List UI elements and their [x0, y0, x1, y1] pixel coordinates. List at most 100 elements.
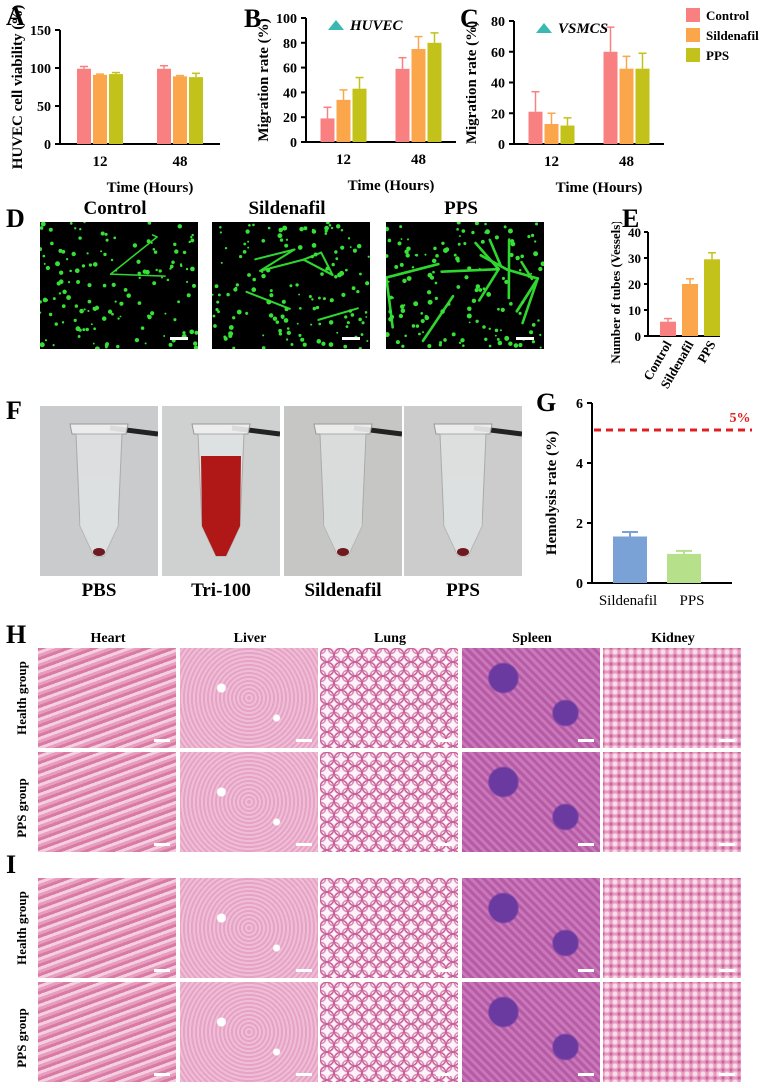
cell-dot [53, 297, 56, 300]
cell-dot [416, 324, 419, 327]
cell-dot [236, 283, 239, 286]
cell-dot [53, 344, 55, 346]
cell-dot [247, 273, 251, 277]
x-tick-label: 12 [336, 152, 351, 168]
histology-col-heart: Heart [38, 631, 178, 647]
tube-title-pps: PPS [386, 198, 536, 220]
scale-bar [719, 739, 735, 742]
cell-dot [190, 238, 194, 242]
cell-dot [500, 329, 502, 331]
cell-dot [531, 234, 534, 237]
cell-dot [243, 243, 246, 246]
cell-dot [70, 222, 73, 225]
row-label-h-health: Health group [14, 648, 30, 748]
y-tick-label: 100 [276, 12, 297, 27]
scale-bar [719, 969, 735, 972]
histology-image-heart [38, 752, 176, 852]
cell-dot [329, 320, 333, 324]
cell-dot [284, 244, 288, 248]
cell-dot [416, 254, 419, 257]
cell-dot [145, 342, 147, 344]
cell-dot [520, 255, 524, 259]
histology-image-spleen [462, 982, 600, 1082]
cell-dot [348, 309, 352, 313]
y-tick-label: 60 [283, 62, 297, 77]
cell-dot [464, 275, 468, 279]
cell-dot [82, 328, 85, 331]
cell-dot [528, 276, 530, 278]
legend-swatch-sildenafil [686, 28, 700, 42]
cell-dot [432, 271, 435, 274]
cell-dot [495, 267, 499, 271]
cell-dot [245, 312, 248, 315]
scale-bar [154, 1073, 170, 1076]
cell-dot [46, 266, 50, 270]
cell-dot [518, 312, 521, 315]
cell-dot [357, 244, 362, 249]
cell-dot [215, 284, 219, 288]
cell-dot [390, 315, 394, 319]
cell-dot [459, 235, 461, 237]
cell-dot [69, 270, 72, 273]
cell-dot [532, 323, 536, 327]
cell-dot [440, 309, 445, 314]
cell-dot [169, 343, 173, 347]
cell-dot [189, 329, 194, 334]
cell-dot [177, 300, 180, 303]
y-tick-label: 6 [576, 397, 583, 412]
cell-dot [50, 242, 54, 246]
scale-bar [154, 843, 170, 846]
cell-dot [309, 295, 312, 298]
tube-photo-sildenafil [284, 406, 402, 576]
scale-bar [154, 739, 170, 742]
cell-dot [287, 327, 290, 330]
cell-dot [310, 324, 312, 326]
y-axis-label: Migration rate (%) [466, 21, 480, 144]
cell-dot [239, 255, 242, 258]
cell-dot [116, 345, 119, 348]
cell-dot [412, 324, 416, 328]
cell-dot [484, 338, 487, 341]
cell-dot [298, 245, 303, 250]
panel-label-h: H [6, 622, 26, 648]
cell-dot [330, 298, 334, 302]
cell-dot [277, 233, 282, 238]
histology-image-heart [38, 648, 176, 748]
cell-dot [216, 301, 219, 304]
cell-dot [87, 310, 89, 312]
bar-sildenafil-12 [337, 100, 351, 142]
cell-dot [535, 222, 538, 225]
x-tick-label: 12 [93, 154, 108, 170]
cell-dot [75, 304, 78, 307]
y-tick-label: 40 [491, 77, 505, 92]
cell-dot [93, 262, 98, 267]
cell-dot [59, 292, 61, 294]
y-tick-label: 0 [635, 329, 642, 344]
cell-dot [159, 269, 162, 272]
cell-dot [247, 241, 249, 243]
cell-dot [111, 259, 113, 261]
cell-dot [510, 239, 514, 243]
cell-dot [152, 281, 156, 285]
cell-dot [105, 233, 108, 236]
y-tick-label: 2 [576, 517, 583, 532]
cell-dot [213, 324, 217, 328]
cell-dot [243, 250, 247, 254]
cell-dot [483, 287, 486, 290]
legend-swatch-control [686, 8, 700, 22]
cell-dot [298, 334, 301, 337]
cell-dot [117, 317, 119, 319]
bar-sildenafil-12 [93, 75, 107, 144]
cell-dot [365, 316, 367, 318]
histology-image-heart [38, 878, 176, 978]
tube-photo-pps [404, 406, 522, 576]
cell-dot [276, 320, 280, 324]
histology-image-lung [320, 648, 458, 748]
cell-dot [504, 280, 508, 284]
y-tick-label: 80 [283, 37, 297, 52]
cell-dot [299, 307, 302, 310]
tube-photo-tri100 [162, 406, 280, 576]
cell-dot [66, 258, 68, 260]
cell-dot [519, 269, 522, 272]
cell-dot [439, 341, 442, 344]
